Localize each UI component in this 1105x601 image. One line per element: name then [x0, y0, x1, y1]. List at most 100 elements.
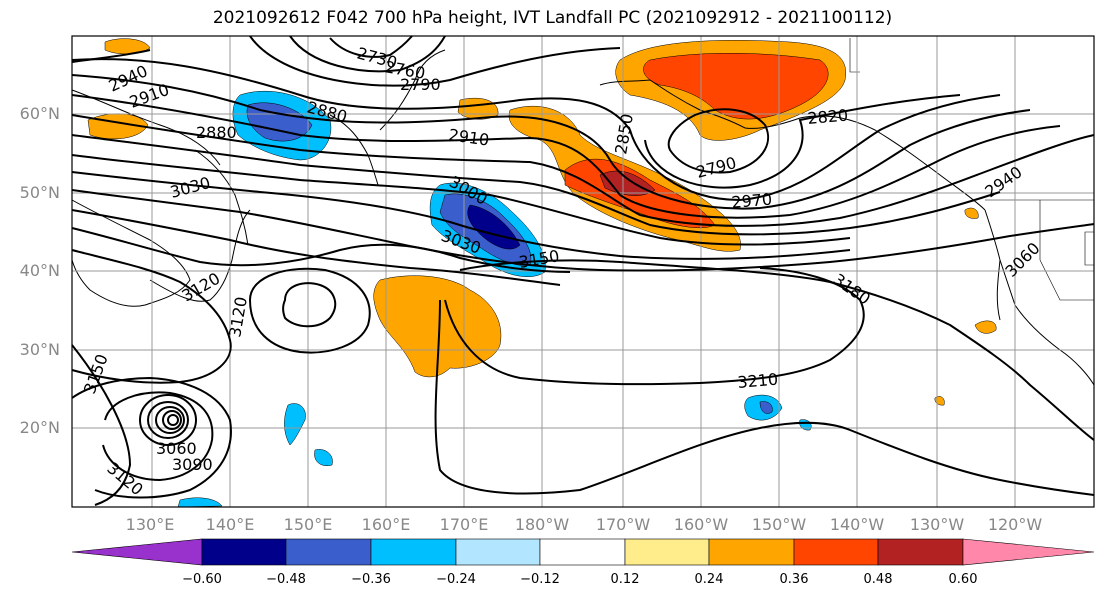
lon-label: 140°E — [205, 515, 255, 534]
contour-2790-low — [667, 108, 770, 174]
contour-label: 3120 — [103, 459, 146, 500]
contour-label: 2910 — [447, 125, 490, 149]
contour-2970 — [71, 134, 1001, 236]
lon-label: 170°W — [595, 515, 651, 534]
contour-typhoon-outer — [71, 376, 232, 499]
contour-label: 3030 — [168, 173, 212, 202]
ivt-negative-pacific2 — [314, 449, 333, 466]
contour-label: 3060 — [156, 439, 197, 458]
contour-label: 3120 — [179, 269, 224, 306]
map-frame — [71, 35, 1095, 508]
colorbar-tick-label: −0.60 — [182, 572, 222, 587]
contour-3030 — [71, 171, 851, 260]
typhoon-ring-5 — [167, 414, 179, 426]
colorbar-swatch — [370, 538, 457, 566]
colorbar-tick-label: −0.48 — [266, 572, 306, 587]
contour-3060 — [71, 189, 1095, 272]
contour-2790 — [249, 35, 621, 87]
colorbar-tick-label: 0.24 — [694, 572, 724, 587]
colorbar-swatch — [539, 538, 626, 566]
colorbar-swatch — [877, 538, 964, 566]
contour-label: 3150 — [80, 352, 112, 397]
contour-label: 3090 — [172, 455, 213, 474]
colorbar-tick-label: 0.60 — [948, 572, 978, 587]
colorbar-swatch — [624, 538, 710, 566]
ivt-positive-us-coast — [964, 207, 979, 219]
contour-label: 2850 — [611, 112, 637, 155]
contour-3150-ring — [248, 267, 371, 354]
contour-3000 — [71, 154, 851, 246]
contour-label: 2940 — [981, 162, 1025, 201]
lat-label: 20°N — [19, 418, 60, 437]
contour-2940 — [71, 49, 1095, 227]
ivt-negative-fields — [177, 90, 812, 508]
lon-label: 160°W — [673, 515, 729, 534]
colorbar-swatch — [793, 538, 879, 566]
map-title: 2021092612 F042 700 hPa height, IVT Land… — [212, 8, 893, 28]
colorbar-tick-label: −0.12 — [520, 572, 560, 587]
ivt-positive-kuroshio — [373, 275, 502, 378]
contour-2760 — [289, 35, 446, 73]
contour-label: 3210 — [737, 370, 779, 392]
contour-label: 2820 — [807, 106, 849, 128]
ivt-positive-baja — [974, 320, 997, 334]
contour-label: 2880 — [196, 123, 237, 142]
ivt-positive-dot1 — [934, 396, 945, 406]
ivt-negative-bottom — [177, 497, 223, 508]
colorbar-swatch — [201, 538, 287, 566]
colorbar-tick-label: −0.24 — [436, 572, 476, 587]
ivt-positive-fields — [87, 38, 997, 406]
lon-label: 130°E — [125, 515, 175, 534]
contour-2820 — [644, 94, 961, 189]
contour-2850 — [71, 58, 1001, 202]
lon-label: 160°E — [361, 515, 411, 534]
lon-label: 150°W — [751, 515, 807, 534]
contour-3180 — [459, 259, 1095, 441]
contour-high-east — [434, 299, 1095, 496]
lat-label: 30°N — [19, 340, 60, 359]
contour-typhoon-mid — [102, 391, 214, 482]
borders — [849, 38, 1095, 301]
colorbar-tick-label: −0.36 — [351, 572, 391, 587]
lon-label: 150°E — [283, 515, 333, 534]
lat-label: 40°N — [19, 261, 60, 280]
lat-label: 60°N — [19, 104, 60, 123]
lon-label: 180°W — [514, 515, 570, 534]
contour-label: 3180 — [830, 270, 874, 309]
lat-label: 50°N — [19, 183, 60, 202]
contour-3120-sw — [71, 344, 132, 506]
graticule — [72, 36, 1094, 507]
contour-3210 — [444, 267, 865, 386]
ivt-negative-pacific1 — [284, 403, 306, 446]
colorbar — [71, 538, 1095, 566]
lon-label: 120°W — [987, 515, 1043, 534]
contour-label: 2970 — [731, 190, 773, 212]
ivt-positive-siberia — [104, 38, 151, 55]
typhoon-ring-4 — [162, 410, 182, 430]
colorbar-swatch — [455, 538, 541, 566]
contour-label: 2790 — [400, 75, 441, 94]
typhoon-ring-1 — [139, 394, 197, 446]
ivt-moderate-hawaii — [759, 401, 773, 414]
colorbar-tick-label: 0.12 — [610, 572, 640, 587]
contour-label: 3060 — [1001, 239, 1043, 281]
contour-2910 — [71, 94, 1061, 219]
typhoon-ring-3 — [155, 406, 185, 434]
contour-3090 — [71, 209, 561, 286]
lon-label: 140°W — [829, 515, 885, 534]
contour-2730 — [329, 35, 413, 58]
contour-3150 — [71, 249, 232, 384]
colorbar-swatch — [285, 538, 372, 566]
colorbar-swatch — [708, 538, 795, 566]
ivt-negative-small — [799, 419, 812, 431]
colorbar-tick-label: 0.36 — [779, 572, 809, 587]
lon-label: 130°W — [909, 515, 965, 534]
colorbar-tick-label: 0.48 — [863, 572, 893, 587]
typhoon-ring-2 — [147, 401, 189, 439]
contour-2880 — [71, 74, 1031, 210]
ivt-strong-alaska — [643, 53, 829, 120]
colorbar-extend-low — [71, 538, 203, 566]
lon-label: 170°E — [439, 515, 489, 534]
contour-label: 3120 — [225, 295, 251, 338]
